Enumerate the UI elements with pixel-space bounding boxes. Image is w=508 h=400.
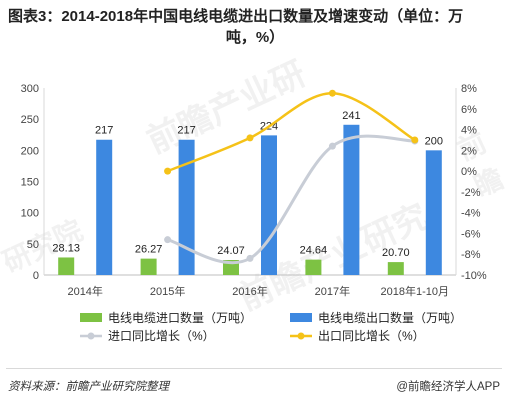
y-left-tick-label: 150: [21, 177, 39, 189]
y-right-tick-label: 6%: [461, 104, 477, 116]
y-right-tick-label: -4%: [461, 208, 481, 220]
x-tick-label: 2018年1-10月: [381, 284, 450, 298]
import-bar: [58, 257, 75, 275]
x-tick-label: 2017年: [315, 284, 350, 298]
import-growth-point: [328, 142, 336, 150]
y-right-tick-label: -2%: [461, 187, 481, 199]
import-bar-label: 20.70: [382, 247, 410, 259]
import-growth-line: [167, 134, 415, 265]
export-bar: [178, 139, 195, 275]
export-bar: [96, 139, 113, 275]
export-growth-point: [411, 136, 419, 144]
legend-label: 出口同比增长（%）: [318, 329, 425, 343]
legend-label: 电线电缆进口数量（万吨）: [108, 310, 252, 325]
export-growth-line: [167, 91, 416, 173]
y-left-tick-label: 200: [21, 145, 39, 157]
export-bar-label: 241: [342, 110, 360, 122]
legend-swatch: [80, 313, 102, 322]
y-right-tick-label: 0%: [461, 166, 477, 178]
source-text: 资料来源：前瞻产业研究院整理: [8, 381, 169, 393]
legend-swatch-dot: [297, 332, 305, 340]
y-right-tick-label: 8%: [461, 83, 477, 95]
y-left-tick-label: 250: [21, 114, 39, 126]
chart-title: 图表3：2014-2018年中国电线电缆进出口数量及增速变动（单位：万 吨，%）: [8, 6, 502, 48]
brand-text: @前瞻经济学人APP: [396, 381, 500, 393]
y-right-tick-label: -10%: [461, 270, 487, 282]
chart-plot: 0 50 100 150 200 250 300 -10% -8% -6% -4% -2% 0% 2% 4%…: [21, 83, 487, 343]
export-bar-label: 217: [95, 125, 113, 137]
legend-swatch-dot: [87, 332, 95, 340]
export-bar-label: 200: [425, 135, 443, 147]
legend-label: 电线电缆出口数量（万吨）: [318, 310, 462, 325]
y-left-tick-label: 0: [33, 270, 39, 282]
export-growth-point: [164, 167, 172, 175]
x-tick-label: 2016年: [232, 284, 267, 298]
y-left-tick-label: 50: [27, 239, 39, 251]
y-right-tick-label: 4%: [461, 125, 477, 137]
import-bar-label: 26.27: [135, 244, 163, 256]
import-bar-label: 24.07: [217, 245, 245, 257]
chart-title-line-1: 图表3：2014-2018年中国电线电缆进出口数量及增速变动（单位：万: [8, 8, 464, 25]
export-growth-point: [328, 89, 336, 97]
import-bar: [305, 259, 322, 275]
y-right-tick-label: -8%: [461, 249, 481, 261]
import-bar-label: 24.64: [300, 245, 328, 257]
legend-swatch: [290, 313, 312, 322]
x-tick-label: 2015年: [150, 284, 185, 298]
export-bar: [261, 135, 277, 275]
export-bar: [425, 150, 442, 275]
footer-divider: [6, 368, 502, 369]
import-growth-point: [164, 236, 172, 244]
y-right-tick-label: 2%: [461, 145, 477, 157]
export-growth-point: [246, 134, 254, 142]
import-bar: [387, 262, 404, 275]
import-bar: [140, 258, 157, 275]
x-tick-label: 2014年: [67, 284, 102, 298]
import-bar-label: 28.13: [52, 242, 80, 254]
import-growth-point: [246, 254, 254, 262]
y-left-tick-label: 100: [21, 208, 39, 220]
y-left-tick-label: 300: [21, 83, 39, 95]
y-right-tick-label: -6%: [461, 228, 481, 240]
export-bar: [343, 124, 360, 275]
export-bar-label: 217: [177, 125, 195, 137]
chart-title-line-2: 吨，%）: [225, 29, 285, 46]
legend-label: 进口同比增长（%）: [108, 329, 215, 343]
